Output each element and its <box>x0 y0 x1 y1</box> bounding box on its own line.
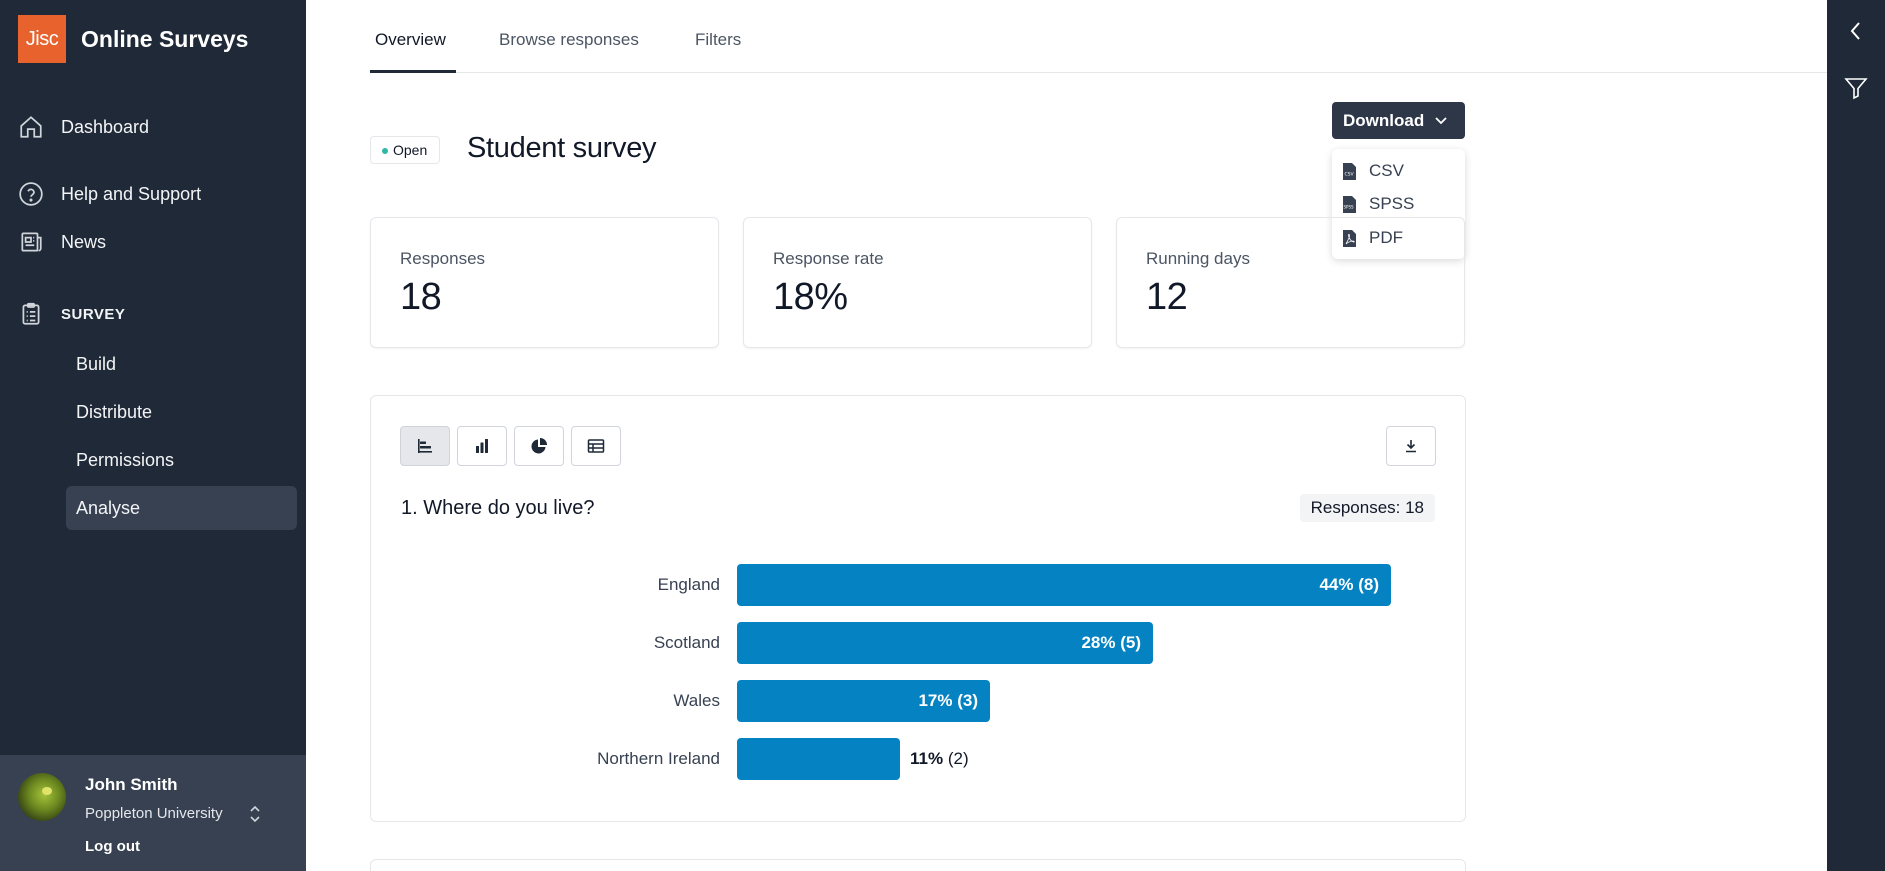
brand[interactable]: Jisc Online Surveys <box>18 15 248 63</box>
bar-percent: 44% <box>1319 575 1354 594</box>
bar[interactable] <box>737 738 900 780</box>
table-icon <box>587 439 605 453</box>
stat-value: 12 <box>1146 276 1188 318</box>
home-icon <box>18 114 44 140</box>
bar-value-label: 28% (5) <box>1081 633 1141 653</box>
spss-file-icon: SPSS <box>1343 195 1356 213</box>
organisation-name: Poppleton University <box>85 805 223 822</box>
bar-count: (2) <box>947 749 969 768</box>
menu-item-csv[interactable]: CSV CSV <box>1342 161 1404 181</box>
menu-item-spss[interactable]: SPSS SPSS <box>1342 194 1414 214</box>
bar-category-label: Wales <box>673 691 720 710</box>
active-tab-indicator <box>370 70 456 73</box>
bar[interactable] <box>737 680 990 722</box>
bar[interactable] <box>737 622 1153 664</box>
sidebar-item-label: Dashboard <box>61 116 150 137</box>
sidebar-item-permissions[interactable]: Permissions <box>76 449 175 470</box>
stat-value: 18% <box>773 276 848 318</box>
table-view-button[interactable] <box>571 426 621 466</box>
menu-item-label: PDF <box>1369 228 1403 247</box>
avatar <box>18 773 66 821</box>
svg-text:SPSS: SPSS <box>1344 204 1354 209</box>
bar-count: (3) <box>957 691 978 710</box>
tab-browse-responses[interactable]: Browse responses <box>499 30 639 49</box>
bar-category-label: England <box>657 575 720 594</box>
filter-icon[interactable] <box>1844 76 1868 100</box>
sidebar-item-help[interactable]: Help and Support <box>18 174 201 214</box>
sidebar-item-news[interactable]: News <box>18 222 106 262</box>
bar-value-label: 17% (3) <box>918 691 978 711</box>
question-chart-card: 1. Where do you live? Responses: 18 Engl… <box>370 395 1466 822</box>
page-title: Student survey <box>467 132 657 164</box>
csv-file-icon: CSV <box>1343 162 1356 180</box>
next-question-card <box>370 859 1466 871</box>
bar-percent: 11% <box>910 749 944 768</box>
survey-section-label: SURVEY <box>61 305 126 323</box>
stat-card-running-days: Running days 12 <box>1116 217 1465 348</box>
tab-overview[interactable]: Overview <box>375 30 446 49</box>
menu-item-label: CSV <box>1369 161 1404 180</box>
download-icon <box>1406 440 1416 453</box>
chevron-up-down-icon[interactable] <box>247 804 263 824</box>
bar-count: (5) <box>1120 633 1141 652</box>
tab-filters[interactable]: Filters <box>695 30 742 49</box>
download-chart-button[interactable] <box>1386 426 1436 466</box>
clipboard-icon <box>18 301 44 327</box>
logout-link[interactable]: Log out <box>85 838 140 855</box>
sidebar: Jisc Online Surveys Dashboard Help and S… <box>0 0 306 871</box>
bar-category-label: Scotland <box>653 633 720 652</box>
sidebar-item-dashboard[interactable]: Dashboard <box>18 107 149 147</box>
sidebar-item-build[interactable]: Build <box>76 353 117 374</box>
stat-card-responses: Responses 18 <box>370 217 719 348</box>
question-title: 1. Where do you live? <box>401 497 595 519</box>
menu-item-pdf[interactable]: PDF <box>1342 228 1403 248</box>
stat-card-response-rate: Response rate 18% <box>743 217 1092 348</box>
menu-item-label: SPSS <box>1369 194 1415 213</box>
responses-count-badge: Responses: 18 <box>1299 494 1435 522</box>
bar-category-label: Northern Ireland <box>597 749 720 768</box>
bar[interactable] <box>737 564 1391 606</box>
sidebar-item-analyse[interactable]: Analyse <box>66 486 297 530</box>
jisc-logo: Jisc <box>18 15 66 63</box>
pie-chart-view-button[interactable] <box>514 426 564 466</box>
stat-label: Running days <box>1146 249 1250 268</box>
bar-value-label: 11% (2) <box>910 749 969 769</box>
vertical-bar-view-button[interactable] <box>457 426 507 466</box>
bar-percent: 17% <box>918 691 953 710</box>
horizontal-bar-icon <box>418 439 432 453</box>
bar-percent: 28% <box>1081 633 1116 652</box>
pdf-file-icon <box>1343 229 1356 247</box>
bar-count: (8) <box>1358 575 1379 594</box>
sidebar-item-label: News <box>61 231 107 252</box>
user-name: John Smith <box>85 775 178 794</box>
chevron-left-icon[interactable] <box>1844 19 1868 43</box>
horizontal-bar-view-button[interactable] <box>400 426 450 466</box>
user-panel: John Smith Poppleton University Log out <box>0 755 306 871</box>
stat-value: 18 <box>400 276 442 318</box>
stat-label: Responses <box>400 249 486 268</box>
status-badge: Open <box>370 136 441 164</box>
app-name: Online Surveys <box>81 25 249 52</box>
bar-value-label: 44% (8) <box>1319 575 1379 595</box>
download-menu: CSV CSV SPSS SPSS PDF <box>1332 149 1465 259</box>
pie-chart-icon <box>531 438 547 454</box>
help-circle-icon <box>18 181 44 207</box>
right-rail <box>1827 0 1885 871</box>
newspaper-icon <box>18 229 44 255</box>
vertical-bar-icon <box>476 439 488 453</box>
sidebar-item-distribute[interactable]: Distribute <box>76 401 153 422</box>
svg-text:CSV: CSV <box>1345 171 1355 177</box>
chevron-down-icon <box>1435 116 1447 124</box>
stat-label: Response rate <box>773 249 884 268</box>
download-button-label: Download <box>1343 110 1425 130</box>
download-button[interactable]: Download <box>1332 102 1465 139</box>
tab-bar: Overview Browse responses Filters <box>370 0 1827 73</box>
sidebar-item-label: Help and Support <box>61 183 202 204</box>
sidebar-section-survey: SURVEY <box>18 294 125 334</box>
